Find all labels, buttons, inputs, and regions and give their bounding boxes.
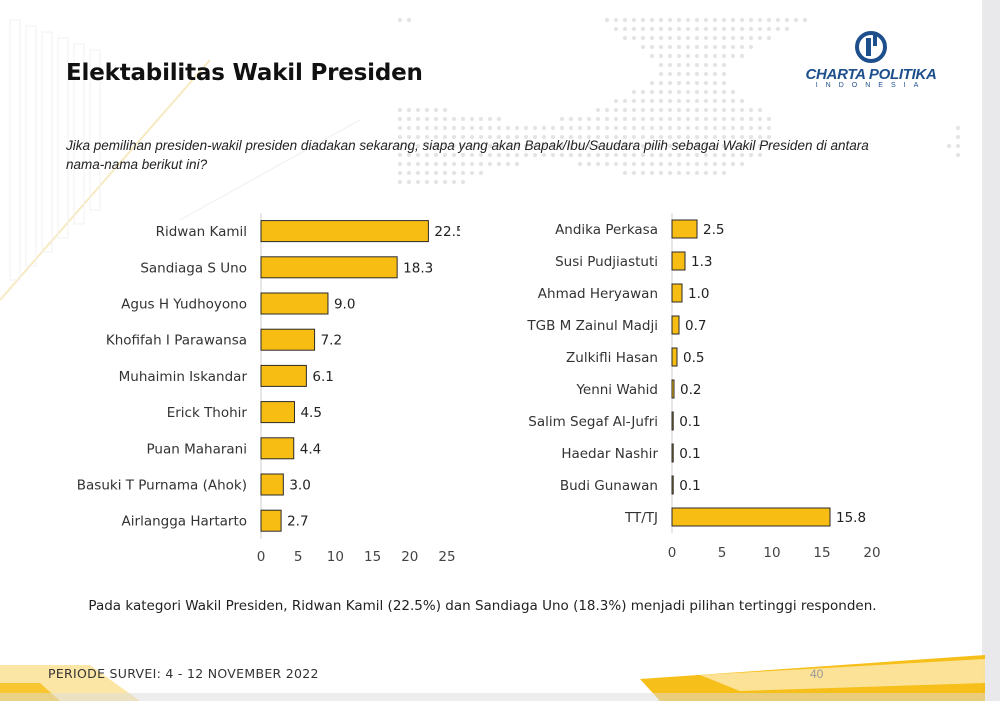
logo-emblem-icon <box>855 31 887 63</box>
category-label: TT/TJ <box>624 510 658 526</box>
survey-period: PERIODE SURVEI: 4 - 12 NOVEMBER 2022 <box>48 666 319 681</box>
value-label: 0.1 <box>679 414 700 430</box>
x-tick-label: 20 <box>401 549 418 565</box>
value-label: 7.2 <box>321 333 342 349</box>
x-tick-label: 10 <box>327 549 344 565</box>
category-label: Haedar Nashir <box>561 446 658 462</box>
bar <box>671 443 674 463</box>
x-tick-label: 15 <box>813 545 830 561</box>
bar <box>260 328 316 351</box>
value-label: 0.2 <box>680 382 701 398</box>
category-label: Sandiaga S Uno <box>140 260 247 276</box>
category-label: Susi Pudjiastuti <box>555 254 658 270</box>
category-label: Yenni Wahid <box>575 382 658 398</box>
bar <box>260 437 295 460</box>
bar <box>260 220 429 243</box>
x-tick-label: 0 <box>257 549 266 565</box>
survey-question: Jika pemilihan presiden-wakil presiden d… <box>66 138 869 172</box>
bar <box>260 292 329 315</box>
bar <box>671 411 674 431</box>
bar <box>671 347 678 367</box>
bar-chart-right: Andika Perkasa 2.5 Susi Pudjiastuti 1.3 Ahma… <box>526 213 881 561</box>
footer-band <box>0 655 985 701</box>
category-label: Airlangga Hartarto <box>122 514 247 530</box>
value-label: 1.3 <box>691 254 712 270</box>
value-label: 2.5 <box>703 222 724 238</box>
value-label: 22.5 <box>434 224 460 240</box>
bar <box>260 401 295 424</box>
logo: CHARTA POLITIKA INDONESIA <box>790 30 955 90</box>
logo-name: CHARTA POLITIKA <box>805 66 937 83</box>
category-label: Muhaimin Iskandar <box>119 369 248 385</box>
value-label: 0.1 <box>679 478 700 494</box>
value-label: 4.4 <box>300 441 321 457</box>
bar-chart-left: Ridwan Kamil 22.5 Sandiaga S Uno 18.3 Agus H… <box>77 213 460 565</box>
category-label: TGB M Zainul Madji <box>526 318 658 334</box>
value-label: 3.0 <box>289 478 310 494</box>
slide-edge <box>982 0 1000 701</box>
bar <box>260 509 282 532</box>
x-tick-label: 5 <box>718 545 727 561</box>
bar <box>260 256 398 279</box>
value-label: 0.7 <box>685 318 706 334</box>
category-label: Budi Gunawan <box>560 478 658 494</box>
value-label: 2.7 <box>287 514 308 530</box>
x-tick-label: 25 <box>438 549 455 565</box>
value-label: 1.0 <box>688 286 709 302</box>
category-label: Puan Maharani <box>147 441 247 457</box>
bar <box>671 379 675 399</box>
bar <box>671 507 831 527</box>
x-tick-label: 10 <box>763 545 780 561</box>
bar <box>671 315 680 335</box>
page-title: Elektabilitas Wakil Presiden <box>66 60 423 86</box>
x-tick-label: 5 <box>294 549 303 565</box>
page-number: 40 <box>810 667 824 681</box>
category-label: Basuki T Purnama (Ahok) <box>77 478 247 494</box>
value-label: 15.8 <box>836 510 866 526</box>
bar <box>260 364 307 387</box>
category-label: Ahmad Heryawan <box>538 286 658 302</box>
x-tick-label: 20 <box>863 545 880 561</box>
logo-subtitle: INDONESIA <box>815 82 927 89</box>
value-label: 9.0 <box>334 297 355 313</box>
category-label: Andika Perkasa <box>555 222 658 238</box>
x-tick-label: 15 <box>364 549 381 565</box>
category-label: Ridwan Kamil <box>156 224 247 240</box>
category-label: Zulkifli Hasan <box>566 350 658 366</box>
value-label: 18.3 <box>403 260 433 276</box>
category-label: Khofifah I Parawansa <box>106 333 247 349</box>
category-label: Agus H Yudhoyono <box>121 297 247 313</box>
value-label: 4.5 <box>300 405 321 421</box>
bar <box>671 219 698 239</box>
summary-text: Pada kategori Wakil Presiden, Ridwan Kam… <box>88 598 877 614</box>
category-label: Salim Segaf Al-Jufri <box>528 414 658 430</box>
bar <box>671 475 674 495</box>
bar <box>671 283 683 303</box>
x-tick-label: 0 <box>668 545 677 561</box>
bar <box>260 473 284 496</box>
category-label: Erick Thohir <box>167 405 248 421</box>
bar <box>671 251 686 271</box>
value-label: 0.1 <box>679 446 700 462</box>
value-label: 0.5 <box>683 350 704 366</box>
value-label: 6.1 <box>312 369 333 385</box>
